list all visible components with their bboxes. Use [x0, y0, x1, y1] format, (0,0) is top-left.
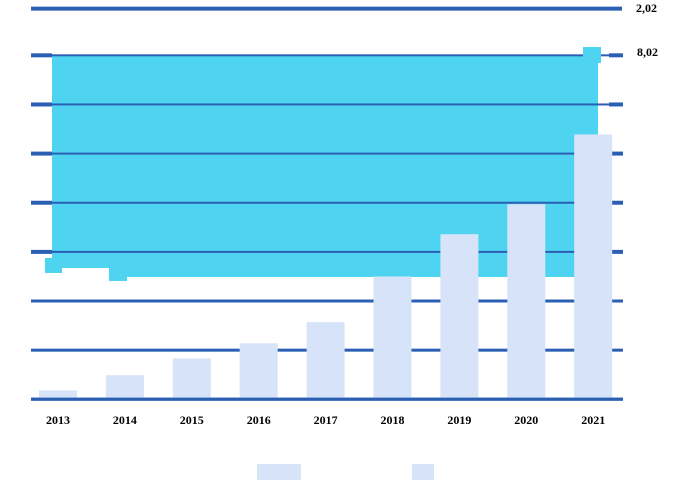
bar [373, 276, 412, 400]
x-axis-label: 2016 [247, 413, 271, 427]
bar [306, 322, 345, 400]
bar [440, 234, 479, 400]
gridline [52, 250, 609, 253]
max-line-value-label: 2,02 [636, 1, 657, 15]
gridline [52, 103, 609, 106]
x-axis-label: 2013 [46, 413, 70, 427]
gridline-left-stub [31, 53, 52, 58]
gridline [52, 54, 609, 57]
gridline-left-stub [31, 102, 52, 107]
x-axis-label: 2019 [447, 413, 471, 427]
x-axis-label: 2020 [514, 413, 538, 427]
bar [39, 390, 77, 400]
area-series-value-label: 8,02 [637, 45, 658, 59]
gridline [52, 152, 609, 155]
legend-swatch [257, 464, 301, 480]
gridline-right-stub [609, 249, 623, 254]
x-axis-label: 2014 [113, 413, 137, 427]
x-axis-label: 2017 [314, 413, 338, 427]
gridline [31, 299, 623, 303]
x-axis-line [31, 397, 623, 401]
gridline [52, 201, 609, 204]
gridline-left-stub [31, 249, 52, 254]
gridline-right-stub [609, 200, 623, 205]
max-line-series [31, 6, 622, 11]
x-axis-label: 2018 [381, 413, 405, 427]
x-axis-label: 2021 [581, 413, 605, 427]
bar [239, 343, 278, 400]
area-series-band [45, 56, 598, 281]
bar [507, 204, 546, 400]
gridline-right-stub [609, 102, 623, 107]
bar [105, 375, 144, 400]
legend-swatch [412, 464, 434, 480]
gridline-left-stub [31, 151, 52, 156]
bar [574, 134, 613, 400]
gridline-right-stub [609, 151, 623, 156]
area-series-end-marker [583, 47, 601, 63]
gridline-left-stub [31, 200, 52, 205]
gridline-right-stub [609, 53, 623, 58]
x-axis-label: 2015 [180, 413, 204, 427]
bar [172, 358, 211, 400]
